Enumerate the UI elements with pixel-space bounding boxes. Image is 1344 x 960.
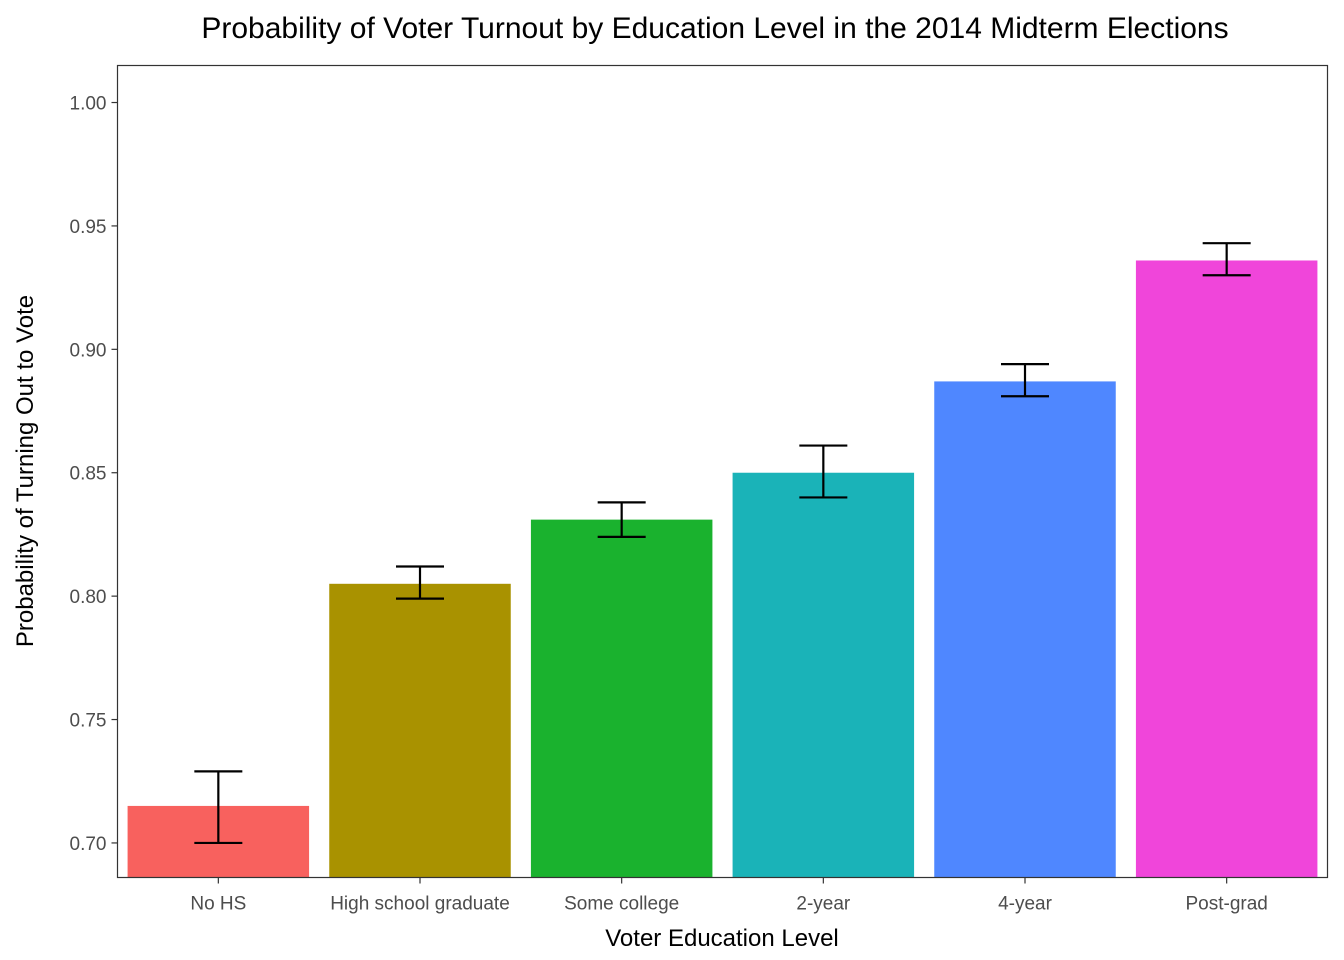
x-axis: No HS High school graduate Some college 2-y… bbox=[190, 877, 1268, 915]
y-tick-label: 0.85 bbox=[70, 464, 107, 485]
error-bar bbox=[1001, 363, 1049, 398]
x-tick-label: 2-year bbox=[796, 894, 851, 915]
bar bbox=[329, 583, 511, 878]
y-tick-label: 0.80 bbox=[70, 587, 107, 608]
x-axis-title: Voter Education Level bbox=[605, 925, 839, 952]
y-tick-label: 0.70 bbox=[70, 834, 107, 855]
y-tick-label: 0.95 bbox=[70, 217, 107, 238]
bar bbox=[732, 472, 915, 878]
x-tick-label: 4-year bbox=[998, 894, 1053, 915]
y-axis-title: Probability of Turning Out to Vote bbox=[12, 295, 39, 647]
error-bar bbox=[597, 501, 646, 539]
bar bbox=[1135, 260, 1318, 878]
y-tick-label: 0.90 bbox=[70, 340, 107, 361]
bars-group bbox=[127, 260, 1318, 878]
error-bar bbox=[1202, 242, 1251, 277]
x-tick-label: Some college bbox=[564, 894, 679, 915]
x-tick-label: High school graduate bbox=[330, 894, 510, 915]
chart-title: Probability of Voter Turnout by Educatio… bbox=[201, 12, 1228, 45]
error-bars-group bbox=[194, 242, 1251, 845]
y-axis: 0.70 0.75 0.80 0.85 0.90 0.95 1.00 bbox=[70, 94, 118, 855]
x-tick-label: No HS bbox=[190, 894, 246, 915]
y-tick-label: 1.00 bbox=[70, 94, 107, 115]
plot-panel bbox=[116, 64, 1329, 879]
bar bbox=[934, 381, 1116, 878]
x-tick-label: Post-grad bbox=[1185, 894, 1267, 915]
error-bar bbox=[396, 565, 444, 600]
error-bar bbox=[799, 444, 848, 499]
bar bbox=[530, 519, 713, 878]
y-tick-label: 0.75 bbox=[70, 711, 107, 732]
error-bar bbox=[194, 770, 243, 845]
